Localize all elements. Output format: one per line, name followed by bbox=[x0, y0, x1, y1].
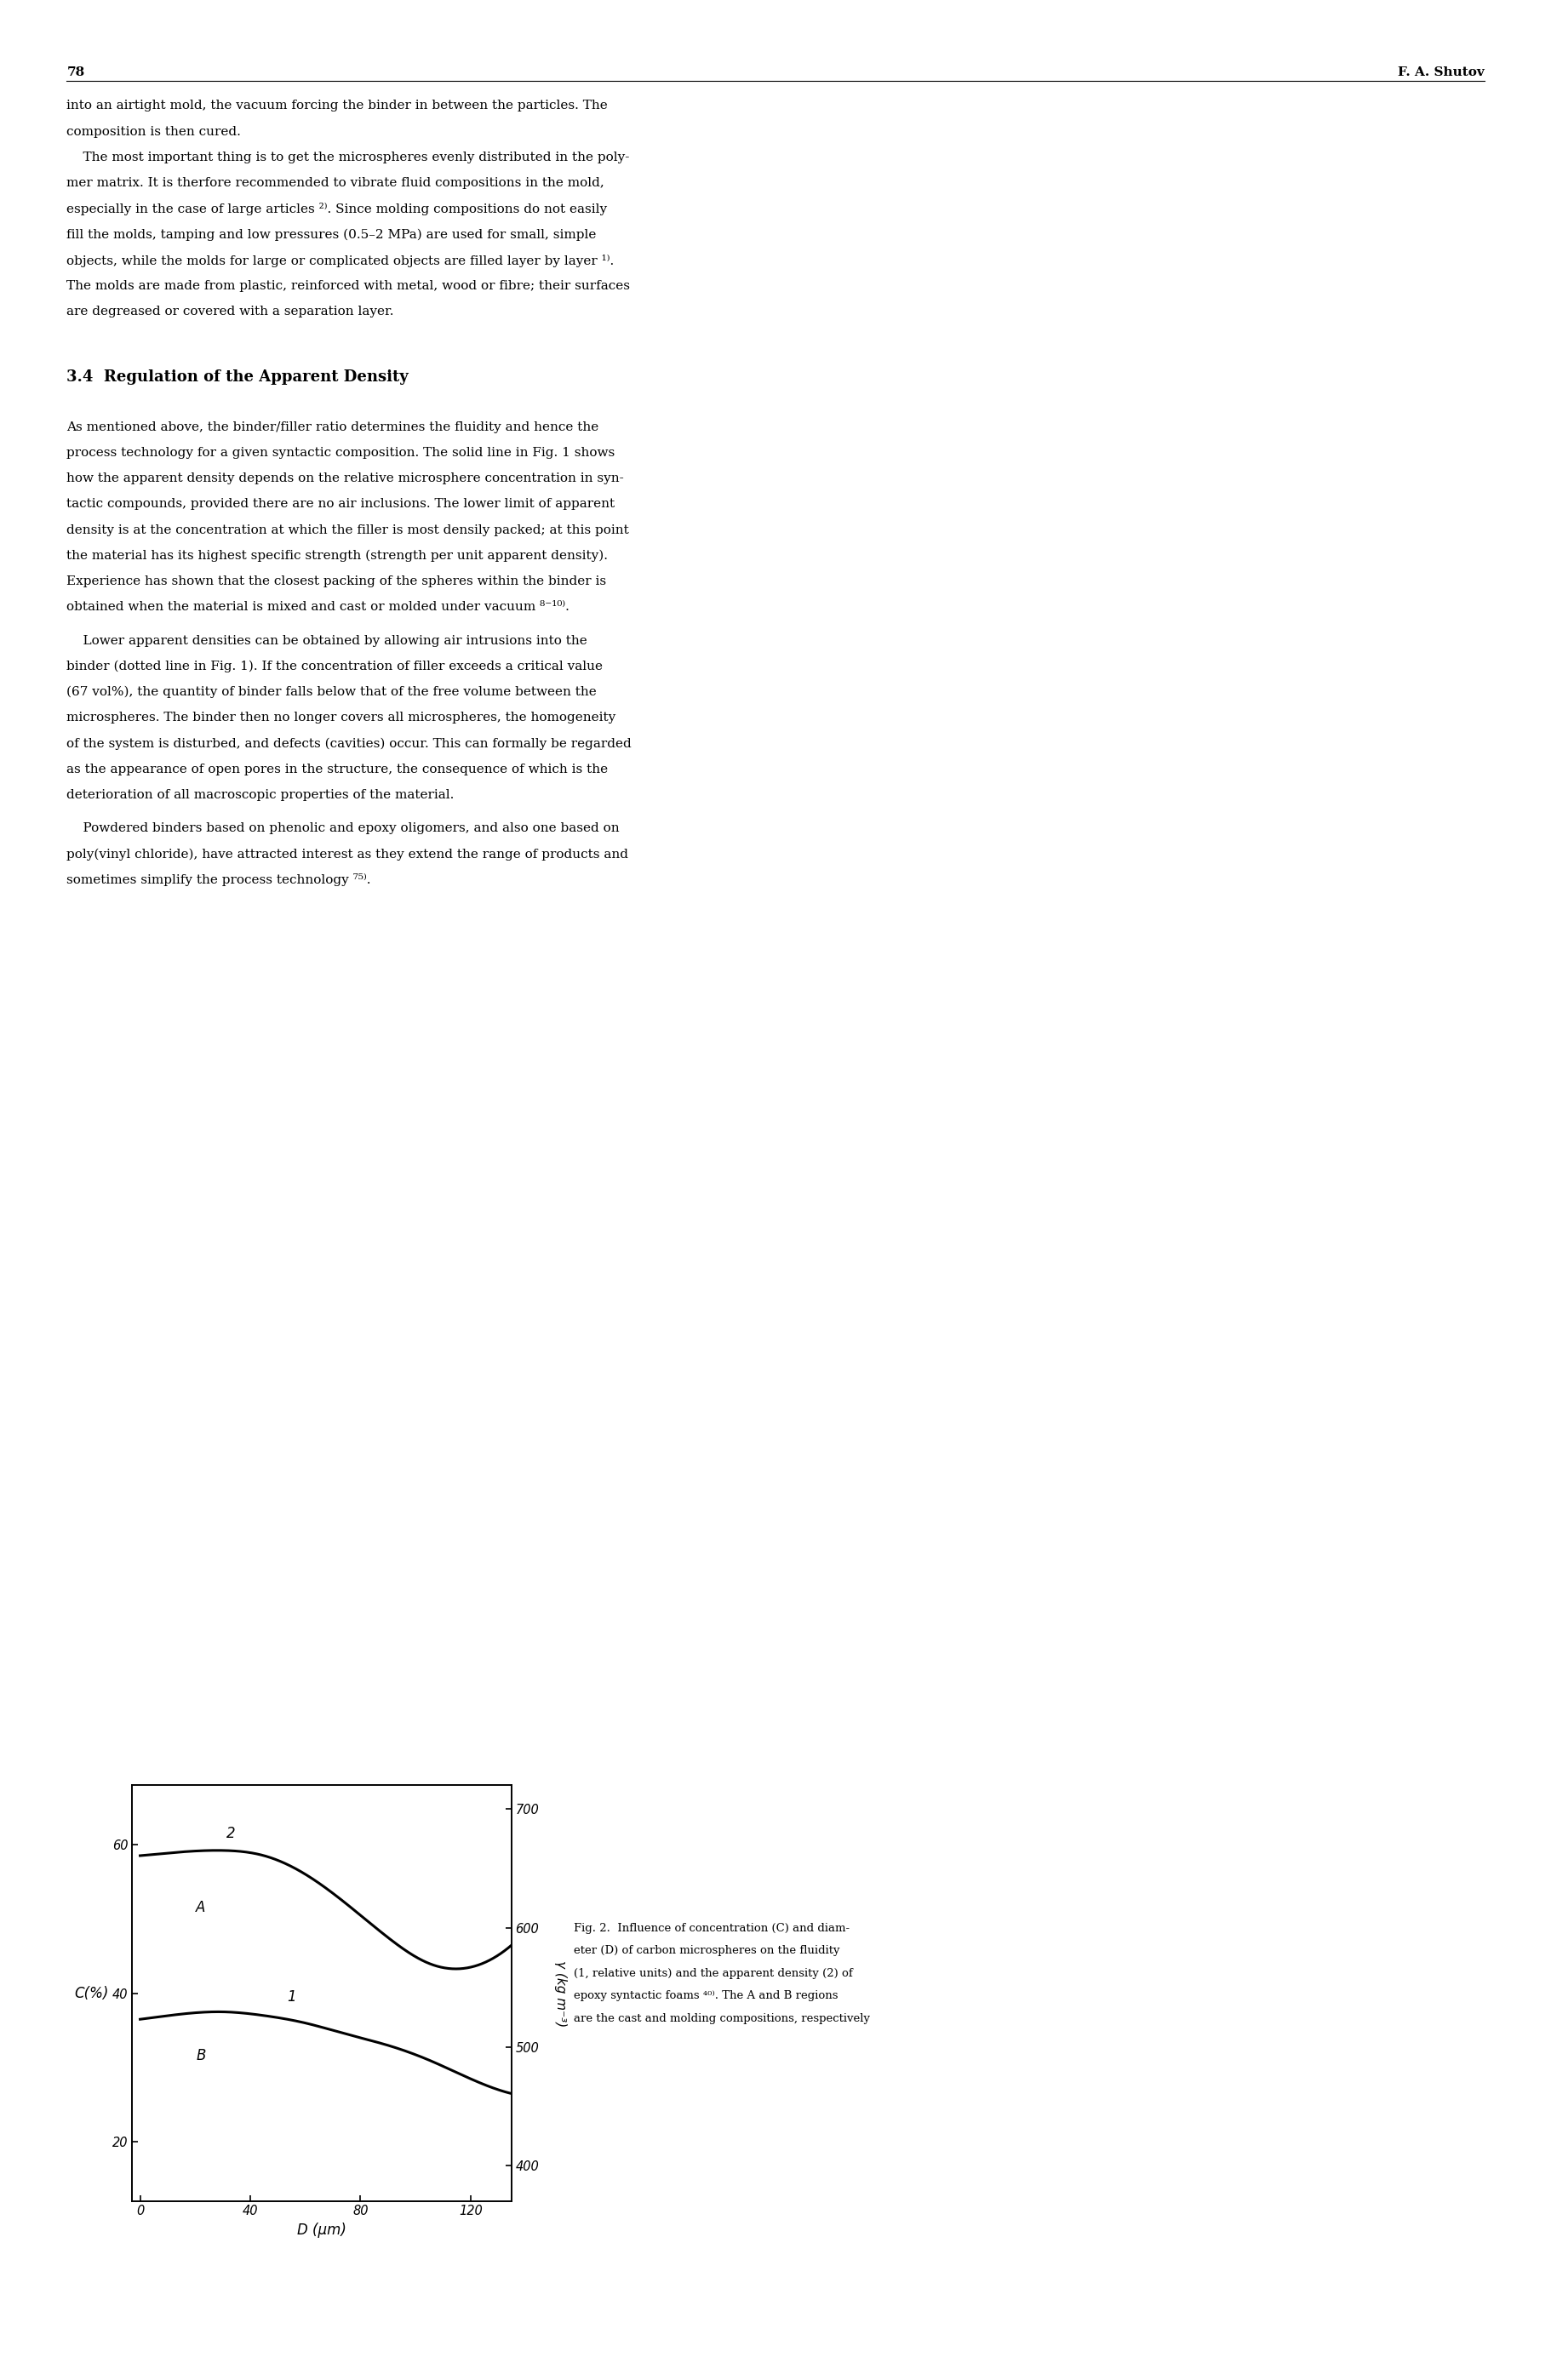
Text: Lower apparent densities can be obtained by allowing air intrusions into the: Lower apparent densities can be obtained… bbox=[67, 635, 588, 647]
Text: F. A. Shutov: F. A. Shutov bbox=[1397, 67, 1484, 79]
Y-axis label: γ (kg m⁻³): γ (kg m⁻³) bbox=[554, 1961, 566, 2025]
Text: the material has its highest specific strength (strength per unit apparent densi: the material has its highest specific st… bbox=[67, 550, 608, 562]
Text: objects, while the molds for large or complicated objects are filled layer by la: objects, while the molds for large or co… bbox=[67, 255, 614, 267]
Text: (1, relative units) and the apparent density (2) of: (1, relative units) and the apparent den… bbox=[574, 1968, 853, 1978]
Text: fill the molds, tamping and low pressures (0.5–2 MPa) are used for small, simple: fill the molds, tamping and low pressure… bbox=[67, 228, 597, 240]
Text: Experience has shown that the closest packing of the spheres within the binder i: Experience has shown that the closest pa… bbox=[67, 576, 606, 588]
Text: 78: 78 bbox=[67, 67, 85, 79]
Text: density is at the concentration at which the filler is most densily packed; at t: density is at the concentration at which… bbox=[67, 524, 630, 536]
Text: epoxy syntactic foams ⁴⁰⁾. The A and B regions: epoxy syntactic foams ⁴⁰⁾. The A and B r… bbox=[574, 1990, 838, 2002]
X-axis label: D (μm): D (μm) bbox=[298, 2223, 346, 2237]
Text: 3.4  Regulation of the Apparent Density: 3.4 Regulation of the Apparent Density bbox=[67, 369, 408, 386]
Text: as the appearance of open pores in the structure, the consequence of which is th: as the appearance of open pores in the s… bbox=[67, 764, 608, 776]
Text: The most important thing is to get the microspheres evenly distributed in the po: The most important thing is to get the m… bbox=[67, 152, 630, 164]
Text: As mentioned above, the binder/filler ratio determines the fluidity and hence th: As mentioned above, the binder/filler ra… bbox=[67, 421, 599, 433]
Text: obtained when the material is mixed and cast or molded under vacuum ⁸⁻¹⁰⁾.: obtained when the material is mixed and … bbox=[67, 602, 569, 614]
Text: poly(vinyl chloride), have attracted interest as they extend the range of produc: poly(vinyl chloride), have attracted int… bbox=[67, 847, 628, 859]
Text: deterioration of all macroscopic properties of the material.: deterioration of all macroscopic propert… bbox=[67, 788, 454, 800]
Text: microspheres. The binder then no longer covers all microspheres, the homogeneity: microspheres. The binder then no longer … bbox=[67, 712, 616, 724]
Text: especially in the case of large articles ²⁾. Since molding compositions do not e: especially in the case of large articles… bbox=[67, 202, 608, 217]
Text: are the cast and molding compositions, respectively: are the cast and molding compositions, r… bbox=[574, 2013, 870, 2023]
Text: process technology for a given syntactic composition. The solid line in Fig. 1 s: process technology for a given syntactic… bbox=[67, 447, 616, 459]
Text: 1: 1 bbox=[287, 1990, 296, 2004]
Text: tactic compounds, provided there are no air inclusions. The lower limit of appar: tactic compounds, provided there are no … bbox=[67, 497, 616, 509]
Text: mer matrix. It is therfore recommended to vibrate fluid compositions in the mold: mer matrix. It is therfore recommended t… bbox=[67, 176, 605, 188]
Text: are degreased or covered with a separation layer.: are degreased or covered with a separati… bbox=[67, 305, 394, 317]
Text: 2: 2 bbox=[226, 1825, 236, 1840]
Text: how the apparent density depends on the relative microsphere concentration in sy: how the apparent density depends on the … bbox=[67, 474, 624, 486]
Y-axis label: C(%): C(%) bbox=[74, 1985, 109, 2002]
Text: The molds are made from plastic, reinforced with metal, wood or fibre; their sur: The molds are made from plastic, reinfor… bbox=[67, 281, 630, 293]
Text: sometimes simplify the process technology ⁷⁵⁾.: sometimes simplify the process technolog… bbox=[67, 873, 371, 885]
Text: B: B bbox=[195, 2049, 206, 2063]
Text: (67 vol%), the quantity of binder falls below that of the free volume between th: (67 vol%), the quantity of binder falls … bbox=[67, 685, 597, 697]
Text: composition is then cured.: composition is then cured. bbox=[67, 126, 240, 138]
Text: Powdered binders based on phenolic and epoxy oligomers, and also one based on: Powdered binders based on phenolic and e… bbox=[67, 821, 620, 833]
Text: binder (dotted line in Fig. 1). If the concentration of filler exceeds a critica: binder (dotted line in Fig. 1). If the c… bbox=[67, 659, 603, 674]
Text: eter (D) of carbon microspheres on the fluidity: eter (D) of carbon microspheres on the f… bbox=[574, 1944, 841, 1956]
Text: into an airtight mold, the vacuum forcing the binder in between the particles. T: into an airtight mold, the vacuum forcin… bbox=[67, 100, 608, 112]
Text: A: A bbox=[195, 1899, 206, 1916]
Text: of the system is disturbed, and defects (cavities) occur. This can formally be r: of the system is disturbed, and defects … bbox=[67, 738, 631, 750]
Text: Fig. 2.  Influence of concentration (C) and diam-: Fig. 2. Influence of concentration (C) a… bbox=[574, 1923, 850, 1933]
